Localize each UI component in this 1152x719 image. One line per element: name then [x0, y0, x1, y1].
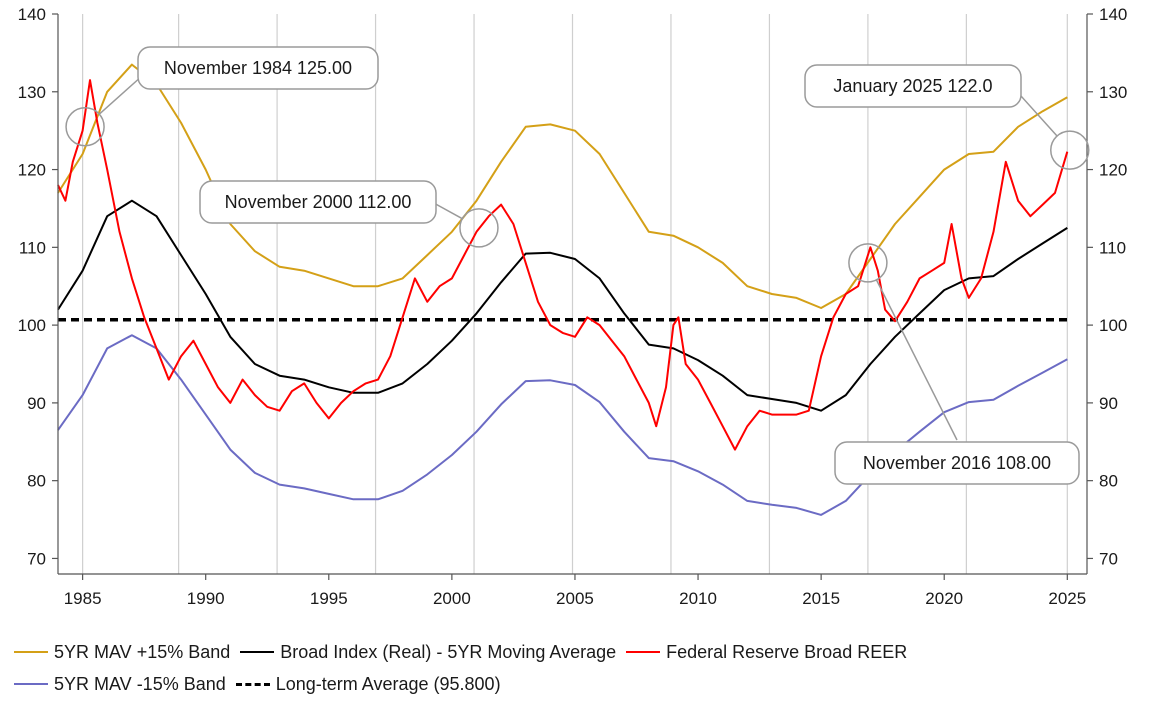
- legend-item-upper-band: 5YR MAV +15% Band: [14, 642, 230, 663]
- x-axis: 1985 1990 1995 2000 2005 2010 2015 2020 2025: [64, 574, 1086, 608]
- y-axis-left: 70 80 90 100 110 120 130 140: [18, 5, 58, 568]
- callout-layer: November 1984 125.00 November 2000 112.00…: [65, 46, 1090, 485]
- series-line-5yr-mav-15-band: [57, 334, 1068, 516]
- x-tick-label: 1985: [64, 589, 102, 608]
- legend-item-lower-band: 5YR MAV -15% Band: [14, 674, 226, 695]
- callout-box-1: [199, 180, 437, 224]
- callout-circle-2: [848, 243, 888, 283]
- y-tick-label-right: 110: [1099, 238, 1126, 257]
- y-tick-label-left: 120: [18, 161, 46, 180]
- callout-label: November 2016 108.00: [863, 453, 1051, 473]
- callout-circle-0: [65, 107, 105, 147]
- legend-swatch-lower-band: [14, 683, 48, 685]
- y-tick-label-left: 70: [27, 549, 46, 568]
- y-tick-label-right: 70: [1099, 549, 1118, 568]
- legend-label-moving-average: Broad Index (Real) - 5YR Moving Average: [280, 641, 617, 662]
- callout-box-2: [834, 441, 1080, 485]
- y-tick-label-left: 100: [18, 316, 46, 335]
- legend-swatch-long-term-average: [235, 682, 270, 686]
- callout-label: November 1984 125.00: [164, 58, 352, 78]
- callout-circle-3: [1050, 130, 1090, 170]
- x-tick-label: 2025: [1048, 589, 1086, 608]
- x-tick-label: 2020: [925, 589, 963, 608]
- y-tick-label-right: 80: [1099, 472, 1118, 491]
- legend-label-broad-reer: Federal Reserve Broad REER: [666, 641, 908, 662]
- callout-circle-1: [459, 208, 499, 248]
- legend-item-moving-average: Broad Index (Real) - 5YR Moving Average: [240, 642, 616, 663]
- legend-label-long-term-average: Long-term Average (95.800): [275, 673, 501, 694]
- legend-swatch-broad-reer: [626, 651, 661, 653]
- legend-item-long-term-average: Long-term Average (95.800): [235, 673, 501, 695]
- y-tick-label-left: 110: [19, 238, 46, 257]
- legend-swatch-moving-average: [240, 651, 275, 653]
- x-tick-label: 1990: [187, 589, 225, 608]
- legend-item-broad-reer: Federal Reserve Broad REER: [626, 642, 907, 663]
- x-tick-label: 2000: [433, 589, 471, 608]
- series-line-broad-index-real-5yr-moving-average: [57, 199, 1068, 412]
- y-tick-label-right: 120: [1099, 161, 1127, 180]
- y-tick-label-right: 140: [1099, 5, 1127, 24]
- chart-svg: 1985 1990 1995 2000 2005 2010 2015 2020 2025 70 8…: [18, 5, 1128, 608]
- legend: 5YR MAV +15% Band Broad Index (Real) - 5…: [14, 636, 1134, 700]
- y-tick-label-right: 90: [1099, 394, 1118, 413]
- y-tick-label-left: 140: [18, 5, 46, 24]
- callout-leader-1: [431, 201, 463, 220]
- legend-swatch-upper-band: [14, 651, 48, 653]
- y-tick-label-left: 130: [18, 83, 46, 102]
- x-tick-label: 1995: [310, 589, 348, 608]
- x-tick-label: 2015: [802, 589, 840, 608]
- callout-box-0: [137, 46, 379, 90]
- callout-label: November 2000 112.00: [225, 192, 412, 212]
- callout-leader-2: [875, 279, 958, 441]
- y-tick-label-left: 90: [27, 394, 46, 413]
- callout-label: January 2025 122.0: [833, 76, 992, 96]
- legend-row-1: 5YR MAV +15% Band Broad Index (Real) - 5…: [14, 636, 1134, 668]
- y-tick-label-right: 100: [1099, 316, 1127, 335]
- legend-label-upper-band: 5YR MAV +15% Band: [54, 641, 231, 662]
- y-axis-right: 70 80 90 100 110 120 130 140: [1087, 5, 1127, 568]
- y-tick-label-right: 130: [1099, 83, 1127, 102]
- callout-leader-0: [98, 75, 143, 115]
- legend-row-2: 5YR MAV -15% Band Long-term Average (95.…: [14, 668, 1134, 700]
- series-line-federal-reserve-broad-reer: [57, 79, 1069, 451]
- y-tick-label-left: 80: [27, 472, 46, 491]
- x-tick-label: 2005: [556, 589, 594, 608]
- legend-label-lower-band: 5YR MAV -15% Band: [54, 673, 226, 694]
- callout-box-3: [804, 64, 1022, 108]
- x-tick-label: 2010: [679, 589, 717, 608]
